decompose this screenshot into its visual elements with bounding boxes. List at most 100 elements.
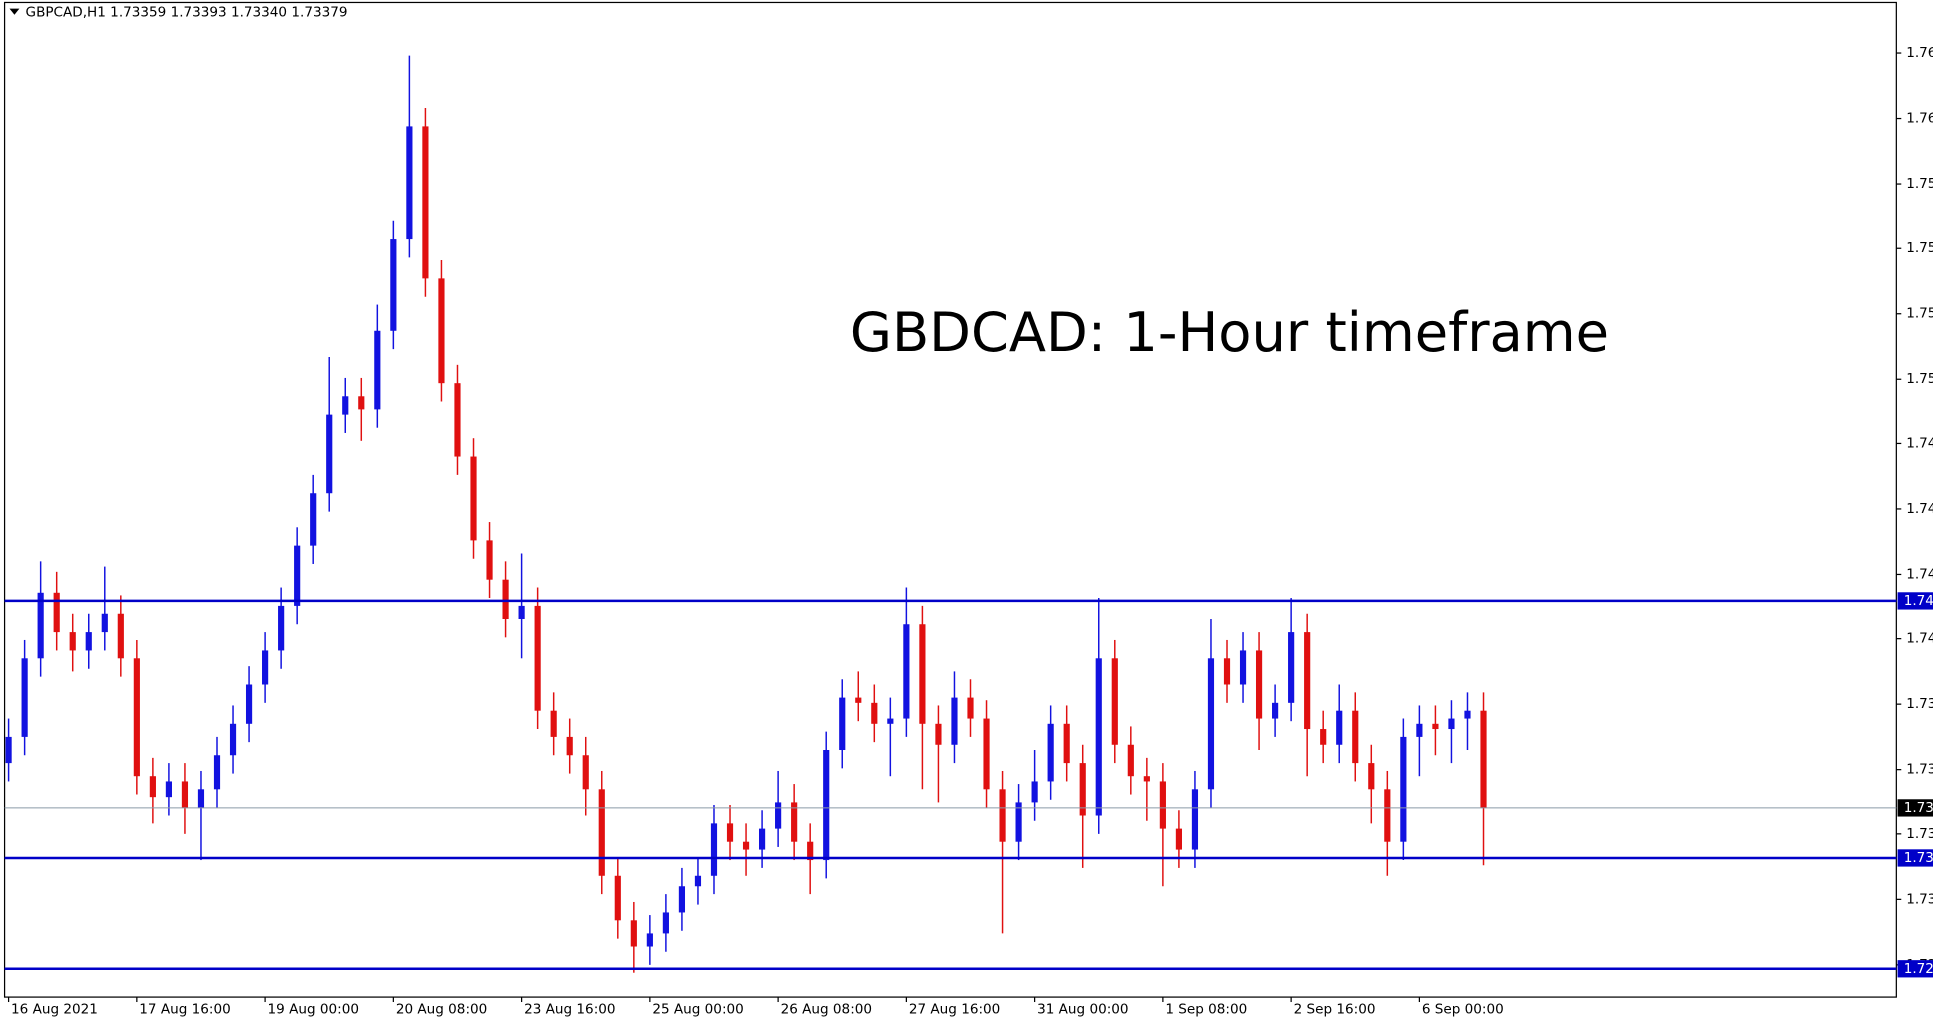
chart-title: GBPCAD,H1 1.73359 1.73393 1.73340 1.7337… xyxy=(26,4,348,20)
candle-body xyxy=(742,841,750,850)
candle-body xyxy=(502,579,509,619)
menu-arrow[interactable] xyxy=(9,8,20,15)
candle-body xyxy=(758,828,766,850)
candle-body xyxy=(1159,781,1166,829)
candle-body xyxy=(229,723,237,756)
candle-body xyxy=(582,755,589,790)
candle-body xyxy=(919,624,926,724)
candle-body xyxy=(1175,828,1182,850)
y-tick-label: 1.74270 xyxy=(1906,566,1933,582)
x-tick-label: 20 Aug 08:00 xyxy=(396,1001,487,1017)
candle-body xyxy=(1432,723,1439,730)
candle-body xyxy=(310,493,317,546)
candle-body xyxy=(887,718,894,724)
level-label: 1.72765 xyxy=(1904,961,1933,977)
candle-body xyxy=(326,414,333,494)
candle-body xyxy=(518,605,525,619)
candle-body xyxy=(406,126,413,240)
y-tick-label: 1.74770 xyxy=(1906,435,1933,451)
candle-body xyxy=(967,697,974,719)
candle-body xyxy=(1288,632,1295,703)
candle-body xyxy=(1304,632,1311,730)
candle-body xyxy=(1352,710,1359,764)
candle-body xyxy=(1127,744,1134,777)
candle-body xyxy=(1143,776,1150,782)
y-tick-label: 1.75015 xyxy=(1906,371,1933,387)
candle-body xyxy=(1031,781,1038,803)
y-tick-label: 1.76260 xyxy=(1906,45,1933,61)
candle-body xyxy=(1079,763,1086,816)
level-box xyxy=(1897,960,1933,978)
candle-body xyxy=(871,702,878,724)
candle-body xyxy=(1047,723,1054,782)
y-tick-label: 1.73280 xyxy=(1906,826,1933,842)
candle-body xyxy=(1095,658,1102,816)
current-price-box xyxy=(1897,799,1933,817)
candle-body xyxy=(342,396,349,415)
x-tick-label: 16 Aug 2021 xyxy=(11,1001,98,1017)
candle-body xyxy=(278,605,285,651)
x-tick-label: 6 Sep 00:00 xyxy=(1422,1001,1504,1017)
candle-body xyxy=(21,658,28,737)
x-tick-label: 27 Aug 16:00 xyxy=(909,1001,1000,1017)
candle-body xyxy=(1336,710,1343,745)
candle-body xyxy=(807,841,814,861)
x-tick-label: 2 Sep 16:00 xyxy=(1294,1001,1376,1017)
candle-body xyxy=(614,875,621,921)
candle-body xyxy=(117,613,124,659)
candle-body xyxy=(935,723,942,745)
candles xyxy=(5,55,1487,973)
x-tick-label: 17 Aug 16:00 xyxy=(139,1001,230,1017)
plot-frame xyxy=(3,1,1897,998)
candle-body xyxy=(598,789,605,876)
x-tick-label: 31 Aug 00:00 xyxy=(1037,1001,1128,1017)
candle-body xyxy=(101,613,108,633)
candle-body xyxy=(1207,658,1215,790)
candle-body xyxy=(694,875,702,887)
candle-body xyxy=(855,697,862,703)
candle-body xyxy=(374,330,381,410)
y-tick-label: 1.74520 xyxy=(1906,501,1933,517)
candle-body xyxy=(1272,702,1279,719)
current-price-label: 1.73379 xyxy=(1904,800,1933,816)
level-label: 1.73188 xyxy=(1904,850,1933,866)
candle-body xyxy=(1223,658,1231,685)
candle-body xyxy=(37,592,44,659)
candle-body xyxy=(951,697,958,745)
y-tick-label: 1.74025 xyxy=(1906,631,1933,647)
candle-body xyxy=(662,912,669,934)
candle-body xyxy=(1368,763,1375,790)
candle-body xyxy=(1384,789,1391,842)
candle-body xyxy=(1400,736,1407,842)
candle-body xyxy=(133,658,140,777)
candle-body xyxy=(245,684,253,724)
x-tick-label: 23 Aug 16:00 xyxy=(524,1001,615,1017)
level-box xyxy=(1897,592,1933,610)
y-tick-label: 1.75265 xyxy=(1906,306,1933,322)
candle-body xyxy=(1464,710,1471,719)
level-box xyxy=(1897,849,1933,867)
candle-body xyxy=(775,802,782,829)
candle-body xyxy=(470,456,477,541)
candle-body xyxy=(5,736,12,764)
candle-body xyxy=(566,736,573,756)
x-tick-label: 19 Aug 00:00 xyxy=(268,1001,359,1017)
x-tick-label: 25 Aug 00:00 xyxy=(652,1001,743,1017)
level-label: 1.74169 xyxy=(1904,593,1933,609)
candle-body xyxy=(149,776,156,798)
candle-body xyxy=(710,823,718,876)
candle-body xyxy=(1111,658,1118,745)
candle-body xyxy=(454,383,461,457)
candle-body xyxy=(550,710,557,737)
y-tick-label: 1.75760 xyxy=(1906,176,1933,192)
y-tick-label: 1.73525 xyxy=(1906,762,1933,778)
candle-body xyxy=(262,650,269,685)
candle-body xyxy=(678,886,686,913)
candle-body xyxy=(294,545,301,606)
x-tick-label: 26 Aug 08:00 xyxy=(781,1001,872,1017)
candle-body xyxy=(1239,650,1247,685)
y-tick-label: 1.75515 xyxy=(1906,240,1933,256)
y-tick-label: 1.73775 xyxy=(1906,696,1933,712)
candle-body xyxy=(358,396,365,410)
